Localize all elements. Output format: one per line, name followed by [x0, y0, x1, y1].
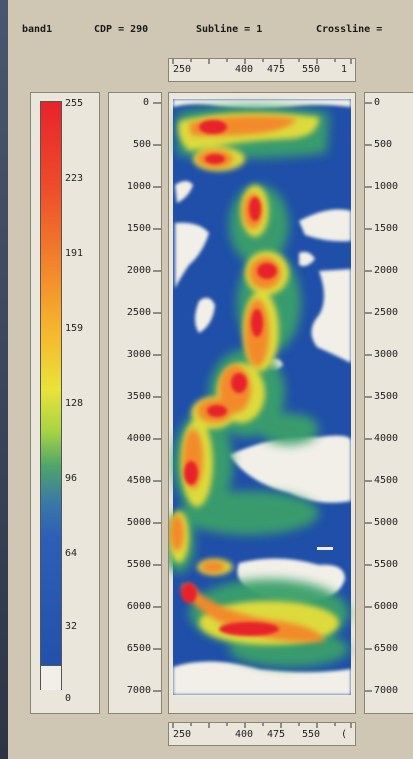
- depth-tick: 5000: [126, 517, 151, 528]
- right-depth-tick: 6000: [374, 601, 399, 612]
- crossline-readout: Crossline =: [316, 24, 383, 35]
- right-depth-tick: 7000: [374, 685, 399, 696]
- colorbar-label: 255: [65, 98, 84, 109]
- right-depth-tick: 500: [374, 139, 393, 150]
- right-depth-ticks: [365, 102, 372, 692]
- right-depth-axis: 0 500 1000 1500 2000 2500 3000 3500 4000…: [364, 92, 413, 714]
- right-depth-tick: 6500: [374, 643, 399, 654]
- depth-tick: 3000: [126, 349, 151, 360]
- seismic-section-panel[interactable]: [168, 92, 356, 714]
- top-tick-550: 550: [302, 64, 321, 75]
- bottom-tick-400: 400: [235, 729, 254, 740]
- seismic-section-image: [169, 99, 351, 695]
- colorbar-label: 64: [65, 548, 78, 559]
- right-depth-tick: 0: [374, 97, 381, 108]
- depth-tick: 4000: [126, 433, 151, 444]
- right-depth-tick: 5500: [374, 559, 399, 570]
- top-axis-box: 250 400 475 550 1: [168, 58, 356, 82]
- window-edge: [0, 0, 8, 759]
- depth-tick: 3500: [126, 391, 151, 402]
- colorbar-blank-swatch: [41, 665, 61, 690]
- left-depth-ticks: [153, 102, 161, 692]
- subline-readout: Subline = 1: [196, 24, 263, 35]
- right-depth-tick: 1000: [374, 181, 399, 192]
- depth-tick: 500: [132, 139, 151, 150]
- colorbar-label: 191: [65, 248, 84, 259]
- right-depth-tick: 2000: [374, 265, 399, 276]
- bottom-axis-box: 250 400 475 550 (: [168, 722, 356, 746]
- right-depth-tick: 2500: [374, 307, 399, 318]
- depth-tick: 2500: [126, 307, 151, 318]
- band-label: band1: [22, 24, 53, 35]
- right-depth-tick: 4500: [374, 475, 399, 486]
- seismic-viewer-window: band1 CDP = 290 Subline = 1 Crossline = …: [8, 0, 413, 759]
- colorbar-box: 255 223 191 159 128 96 64 32 0: [30, 92, 100, 714]
- depth-tick: 6500: [126, 643, 151, 654]
- right-depth-tick: 3500: [374, 391, 399, 402]
- right-depth-tick: 4000: [374, 433, 399, 444]
- left-depth-axis: 0 500 1000 1500 2000 2500 3000 3500 4000…: [108, 92, 162, 714]
- cdp-readout: CDP = 290: [94, 24, 149, 35]
- depth-tick: 4500: [126, 475, 151, 486]
- depth-tick: 1000: [126, 181, 151, 192]
- top-tick-end: 1: [341, 64, 348, 75]
- bottom-tick-end: (: [341, 729, 348, 740]
- depth-tick: 6000: [126, 601, 151, 612]
- depth-tick: 0: [142, 97, 149, 108]
- depth-tick: 2000: [126, 265, 151, 276]
- depth-tick: 5500: [126, 559, 151, 570]
- depth-tick: 7000: [126, 685, 151, 696]
- colorbar-label: 159: [65, 323, 84, 334]
- right-depth-tick: 3000: [374, 349, 399, 360]
- colorbar-label: 128: [65, 398, 84, 409]
- depth-tick: 1500: [126, 223, 151, 234]
- bottom-tick-475: 475: [267, 729, 286, 740]
- top-tick-475: 475: [267, 64, 286, 75]
- colorbar-label: 0: [65, 693, 72, 704]
- bottom-tick-250: 250: [173, 729, 192, 740]
- colorbar-label: 223: [65, 173, 84, 184]
- bottom-axis-ticks: [172, 723, 352, 728]
- colorbar-label: 32: [65, 621, 78, 632]
- top-tick-400: 400: [235, 64, 254, 75]
- bottom-tick-550: 550: [302, 729, 321, 740]
- colorbar-gradient: [40, 101, 62, 690]
- right-depth-tick: 5000: [374, 517, 399, 528]
- top-axis-ticks: [172, 59, 352, 64]
- top-tick-250: 250: [173, 64, 192, 75]
- colorbar-label: 96: [65, 473, 78, 484]
- right-depth-tick: 1500: [374, 223, 399, 234]
